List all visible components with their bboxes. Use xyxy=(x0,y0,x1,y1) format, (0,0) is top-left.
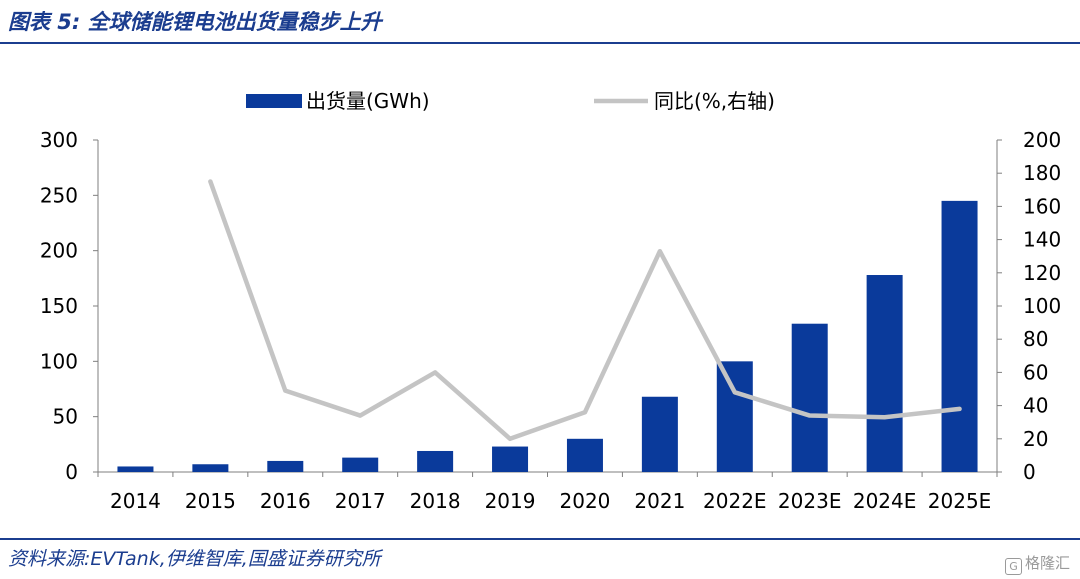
y-right-tick-label: 200 xyxy=(1023,128,1061,152)
y-left-tick-label: 250 xyxy=(40,183,78,207)
yoy-point-2024E xyxy=(882,415,887,420)
bar-2024E xyxy=(866,275,903,472)
legend-swatch-bar xyxy=(246,94,302,108)
y-left-tick-label: 100 xyxy=(40,349,78,373)
x-tick-label: 2016 xyxy=(260,489,311,513)
x-tick-label: 2023E xyxy=(778,489,842,513)
y-left-tick-label: 150 xyxy=(40,294,78,318)
y-right-tick-label: 140 xyxy=(1023,228,1061,252)
yoy-point-2021 xyxy=(657,249,662,254)
x-tick-label: 2014 xyxy=(110,489,161,513)
combo-chart: 0 50 100 150 200 250 300 0 20 40 60 80 100 120 140 160 1… xyxy=(40,89,1061,513)
x-tick-label: 2019 xyxy=(485,489,536,513)
bar-2014 xyxy=(117,466,154,472)
bar-2016 xyxy=(267,460,304,472)
y-right-tick-label: 80 xyxy=(1023,327,1048,351)
source-note: 资料来源:EVTank,伊维智库,国盛证券研究所 xyxy=(8,548,381,570)
x-tick-label: 2020 xyxy=(560,489,611,513)
x-tick-label: 2021 xyxy=(634,489,685,513)
yoy-point-2022E xyxy=(732,390,737,395)
y-right-tick-label: 0 xyxy=(1023,460,1036,484)
bar-2021 xyxy=(641,396,678,472)
y-right-tick-label: 60 xyxy=(1023,360,1048,384)
y-left-tick-label: 300 xyxy=(40,128,78,152)
legend-label-line: 同比(%,右轴) xyxy=(654,89,775,113)
x-tick-label: 2024E xyxy=(853,489,917,513)
x-tick-label: 2017 xyxy=(335,489,386,513)
yoy-point-2020 xyxy=(582,410,587,415)
yoy-point-2015 xyxy=(208,179,213,184)
figure-label: 图表 5: xyxy=(8,10,81,34)
yoy-point-2016 xyxy=(283,388,288,393)
y-right-tick-label: 160 xyxy=(1023,194,1061,218)
y-left-tick-label: 200 xyxy=(40,239,78,263)
footer-divider xyxy=(0,538,1080,540)
y-right-tick-label: 20 xyxy=(1023,427,1048,451)
bar-2018 xyxy=(417,450,454,472)
bar-2017 xyxy=(342,457,379,472)
x-tick-label: 2025E xyxy=(928,489,992,513)
figure-title: 图表 5: 全球储能锂电池出货量稳步上升 xyxy=(8,6,382,36)
y-right-tick-label: 100 xyxy=(1023,294,1061,318)
y-right-tick-label: 180 xyxy=(1023,161,1061,185)
legend-label-bar: 出货量(GWh) xyxy=(306,89,430,113)
watermark: G 格隆汇 xyxy=(1004,552,1070,575)
yoy-point-2025E xyxy=(957,406,962,411)
x-tick-label: 2022E xyxy=(703,489,767,513)
watermark-logo-icon: G xyxy=(1004,558,1022,575)
y-left-tick-label: 50 xyxy=(53,405,78,429)
bar-2015 xyxy=(192,464,229,472)
bar-2019 xyxy=(492,446,529,472)
watermark-text: 格隆汇 xyxy=(1024,554,1070,572)
bar-2022E xyxy=(716,361,753,472)
yoy-point-2017 xyxy=(358,413,363,418)
bar-2025E xyxy=(941,200,978,472)
yoy-point-2019 xyxy=(508,436,513,441)
x-tick-label: 2018 xyxy=(410,489,461,513)
x-tick-label: 2015 xyxy=(185,489,236,513)
y-right-tick-label: 40 xyxy=(1023,394,1048,418)
figure-title-text: 全球储能锂电池出货量稳步上升 xyxy=(87,10,382,34)
y-left-tick-label: 0 xyxy=(65,460,78,484)
yoy-point-2018 xyxy=(433,370,438,375)
title-divider xyxy=(0,42,1080,44)
bar-2020 xyxy=(566,438,603,472)
bar-2023E xyxy=(791,323,828,472)
y-right-tick-label: 120 xyxy=(1023,261,1061,285)
yoy-point-2023E xyxy=(807,413,812,418)
yoy-growth-line xyxy=(208,179,962,442)
